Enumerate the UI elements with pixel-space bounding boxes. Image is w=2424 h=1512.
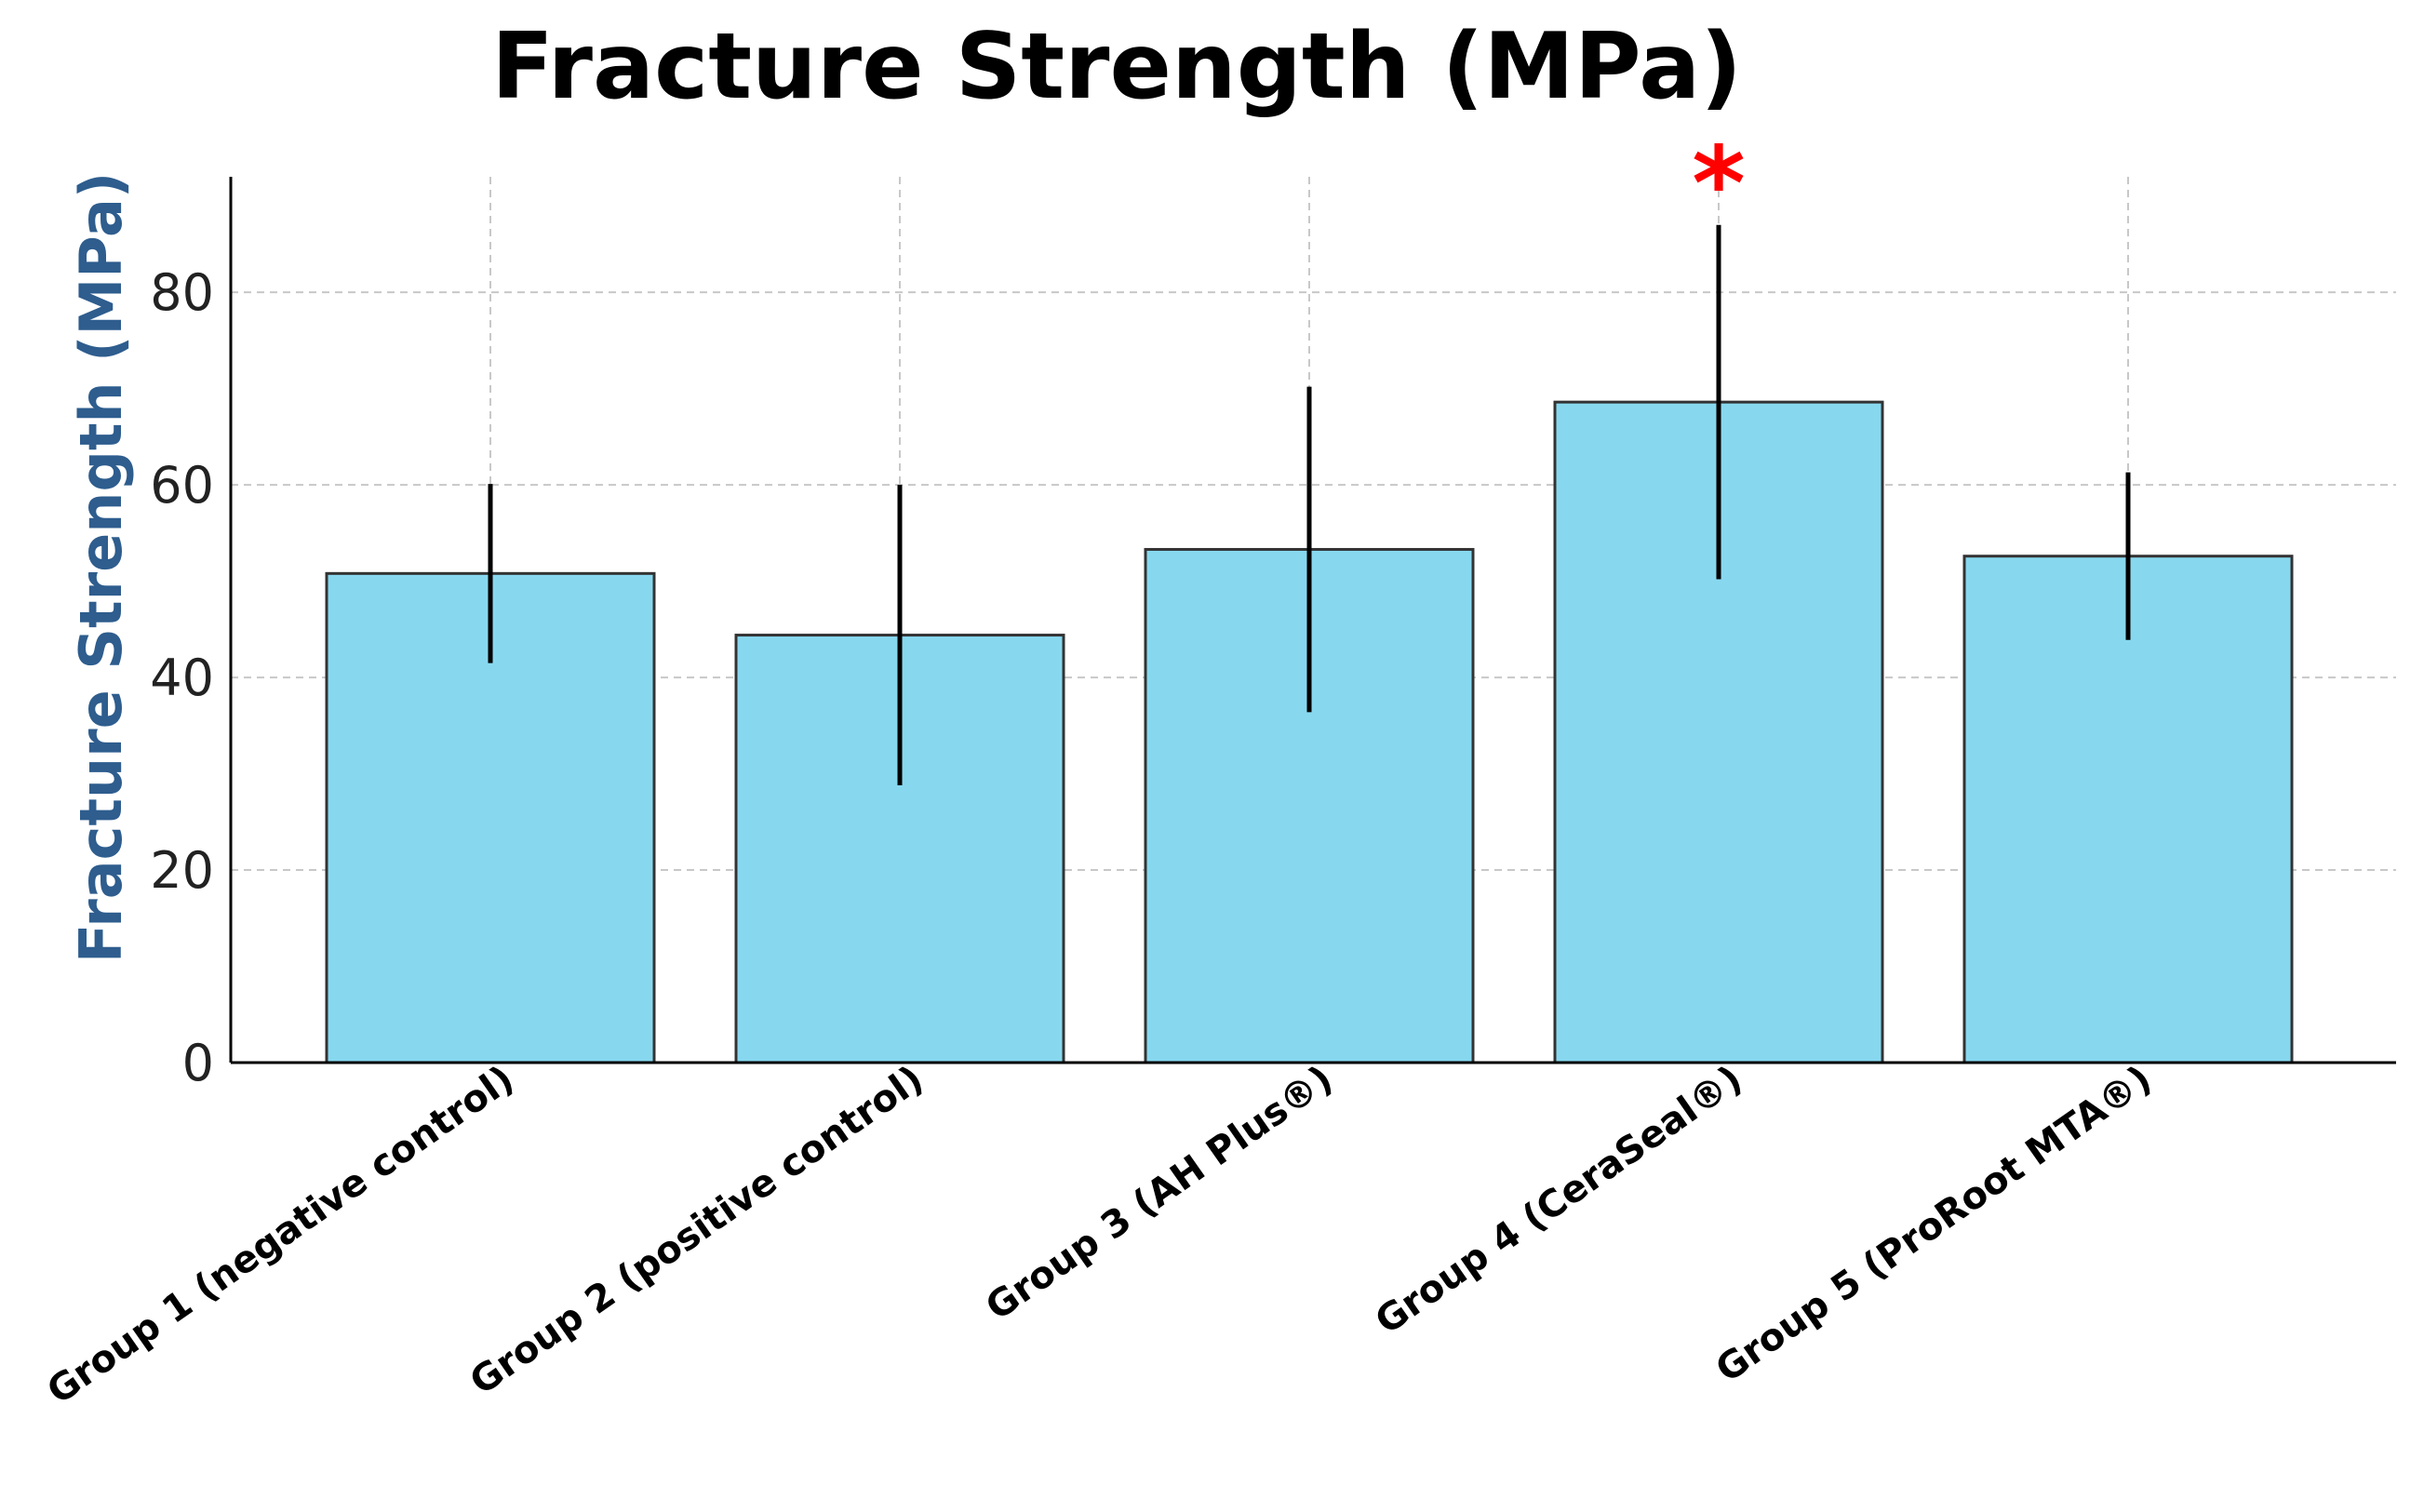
x-category-label: Group 2 (positive control): [462, 1058, 931, 1404]
chart-title: Fracture Strength (MPa): [491, 14, 1742, 120]
axes: [229, 177, 2396, 1064]
y-tick-label: 80: [150, 263, 214, 322]
x-category-label: Group 4 (CeraSeal®): [1368, 1058, 1750, 1344]
x-category-label: Group 5 (ProRoot MTA®): [1708, 1058, 2160, 1392]
category-labels: Group 1 (negative control)Group 2 (posit…: [40, 1058, 2160, 1413]
y-tick-label: 60: [150, 456, 214, 515]
bar: [1962, 555, 2294, 1064]
y-axis-label: Fracture Strength (MPa): [67, 172, 135, 963]
significance-marks: *: [1692, 125, 1746, 244]
y-tick-label: 20: [150, 841, 214, 900]
significance-asterisk: *: [1692, 125, 1746, 244]
y-tick-label: 40: [150, 649, 214, 707]
error-bar-layer: [488, 224, 2131, 785]
y-tick-labels: 0 20 40 60 80: [150, 263, 214, 1092]
x-category-label: Group 3 (AH Plus®): [978, 1058, 1340, 1330]
y-tick-label: 0: [182, 1034, 214, 1092]
x-category-label: Group 1 (negative control): [40, 1058, 522, 1413]
